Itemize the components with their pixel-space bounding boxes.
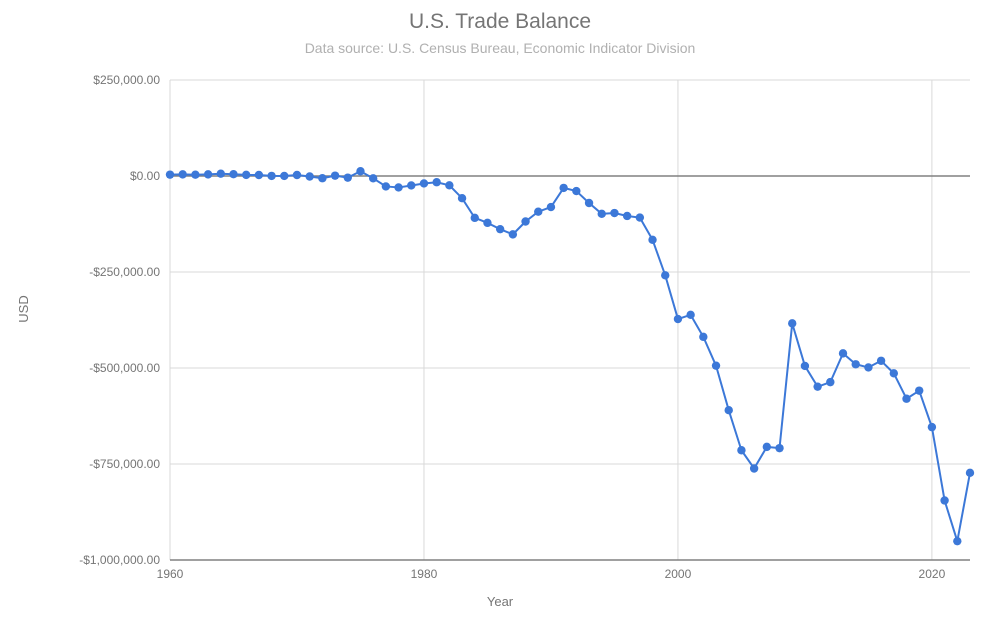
x-tick-label: 1960: [157, 567, 184, 581]
y-tick-label: -$1,000,000.00: [79, 553, 160, 567]
y-tick-label: $0.00: [130, 169, 160, 183]
data-point: [267, 172, 275, 180]
data-point: [445, 181, 453, 189]
data-point: [966, 469, 974, 477]
data-point: [547, 203, 555, 211]
data-point: [763, 443, 771, 451]
data-point: [204, 170, 212, 178]
data-point: [432, 178, 440, 186]
data-point: [344, 173, 352, 181]
data-point: [915, 386, 923, 394]
chart-svg: -$1,000,000.00 -$750,000.00 -$500,000.00 -$…: [0, 0, 1000, 617]
data-point: [407, 181, 415, 189]
data-point: [280, 172, 288, 180]
y-tick-label: $250,000.00: [93, 73, 160, 87]
data-point: [610, 209, 618, 217]
data-point: [394, 183, 402, 191]
data-point: [737, 446, 745, 454]
y-axis-label: USD: [16, 295, 31, 322]
data-point: [877, 357, 885, 365]
data-point: [369, 174, 377, 182]
data-point: [305, 172, 313, 180]
data-point: [813, 382, 821, 390]
data-point: [521, 217, 529, 225]
data-point: [178, 170, 186, 178]
data-point: [166, 170, 174, 178]
data-point: [750, 464, 758, 472]
data-point: [229, 170, 237, 178]
x-tick-label: 2000: [665, 567, 692, 581]
data-point: [636, 213, 644, 221]
data-point: [496, 225, 504, 233]
data-point: [356, 167, 364, 175]
data-point: [623, 212, 631, 220]
data-point: [801, 362, 809, 370]
y-tick-label: -$500,000.00: [89, 361, 160, 375]
data-point: [864, 363, 872, 371]
data-point: [382, 182, 390, 190]
data-point: [661, 271, 669, 279]
data-point: [217, 169, 225, 177]
data-point: [242, 171, 250, 179]
data-point: [458, 194, 466, 202]
data-point: [318, 174, 326, 182]
data-point: [509, 230, 517, 238]
data-point: [331, 171, 339, 179]
data-point: [826, 378, 834, 386]
data-point: [572, 187, 580, 195]
data-point: [928, 423, 936, 431]
chart-subtitle: Data source: U.S. Census Bureau, Economi…: [0, 40, 1000, 56]
data-point: [788, 319, 796, 327]
x-tick-label: 1980: [411, 567, 438, 581]
chart-container: U.S. Trade Balance Data source: U.S. Cen…: [0, 0, 1000, 617]
chart-title: U.S. Trade Balance: [0, 10, 1000, 34]
data-point: [712, 361, 720, 369]
y-tick-label: -$750,000.00: [89, 457, 160, 471]
x-tick-label: 2020: [919, 567, 946, 581]
data-point: [852, 360, 860, 368]
data-point: [598, 210, 606, 218]
data-point: [674, 315, 682, 323]
data-point: [902, 395, 910, 403]
data-point: [953, 537, 961, 545]
data-point: [686, 311, 694, 319]
data-point: [725, 406, 733, 414]
data-point: [420, 179, 428, 187]
y-tick-label: -$250,000.00: [89, 265, 160, 279]
data-point: [534, 208, 542, 216]
data-point: [585, 199, 593, 207]
data-point: [648, 236, 656, 244]
data-point: [775, 444, 783, 452]
x-axis-label: Year: [0, 594, 1000, 609]
data-point: [471, 214, 479, 222]
data-point: [191, 170, 199, 178]
data-point: [940, 496, 948, 504]
data-point: [839, 349, 847, 357]
data-point: [255, 171, 263, 179]
data-point: [890, 369, 898, 377]
data-point: [293, 171, 301, 179]
data-point: [699, 333, 707, 341]
data-point: [483, 219, 491, 227]
data-point: [559, 184, 567, 192]
series-line: [170, 171, 970, 541]
